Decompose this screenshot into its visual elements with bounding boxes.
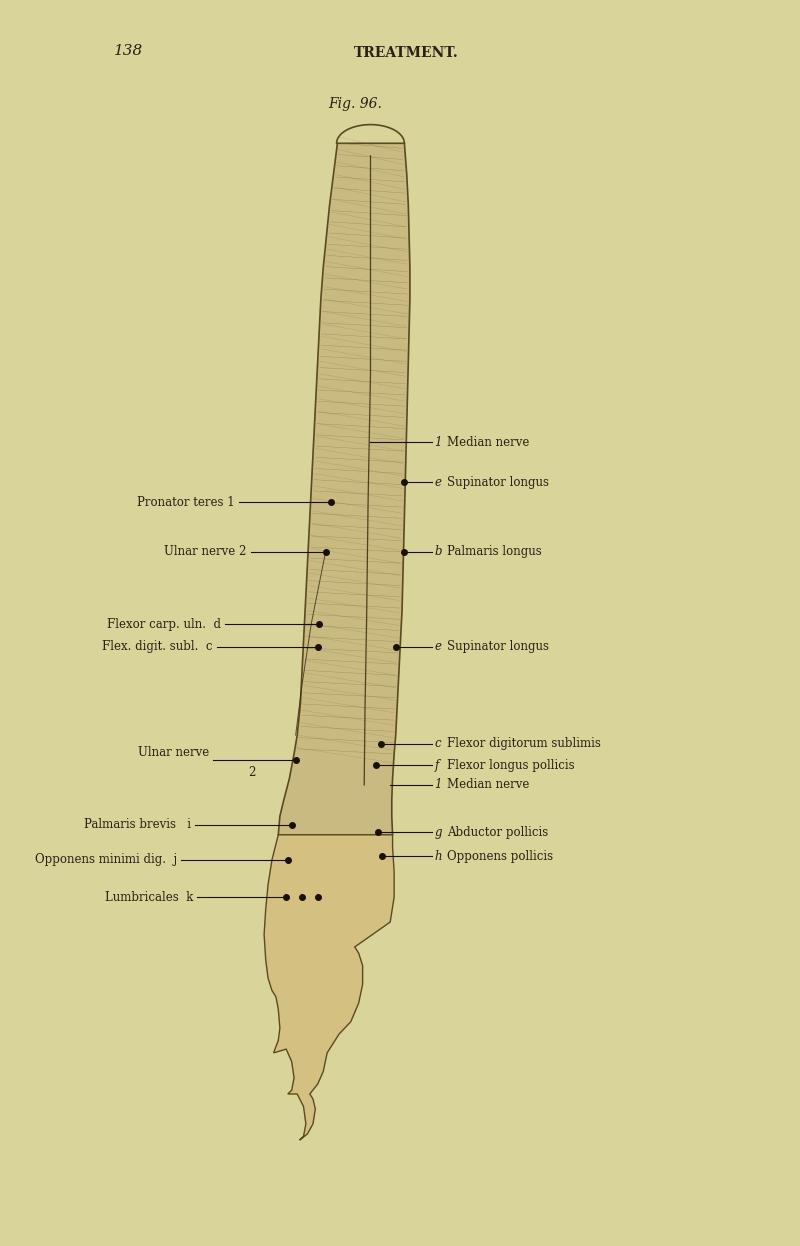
Text: 138: 138: [114, 44, 144, 57]
Text: 1: 1: [434, 436, 442, 449]
Text: b: b: [434, 546, 442, 558]
Text: Pronator teres 1: Pronator teres 1: [138, 496, 235, 508]
Text: e: e: [434, 476, 442, 488]
Text: Ulnar nerve 2: Ulnar nerve 2: [164, 546, 246, 558]
Polygon shape: [264, 835, 394, 1140]
Text: Supinator longus: Supinator longus: [447, 640, 549, 653]
Text: Flexor digitorum sublimis: Flexor digitorum sublimis: [447, 738, 601, 750]
Text: c: c: [434, 738, 441, 750]
Text: 1: 1: [434, 779, 442, 791]
Text: Palmaris brevis   i: Palmaris brevis i: [84, 819, 191, 831]
Text: Opponens pollicis: Opponens pollicis: [447, 850, 553, 862]
Text: Flex. digit. subl.  c: Flex. digit. subl. c: [102, 640, 213, 653]
Polygon shape: [278, 143, 410, 835]
Text: Opponens minimi dig.  j: Opponens minimi dig. j: [35, 854, 178, 866]
Text: Fig. 96.: Fig. 96.: [328, 97, 382, 111]
Text: Median nerve: Median nerve: [447, 436, 530, 449]
Text: Flexor longus pollicis: Flexor longus pollicis: [447, 759, 574, 771]
Text: Lumbricales  k: Lumbricales k: [105, 891, 193, 903]
Text: f: f: [434, 759, 438, 771]
Text: Median nerve: Median nerve: [447, 779, 530, 791]
Text: g: g: [434, 826, 442, 839]
Text: TREATMENT.: TREATMENT.: [354, 46, 458, 60]
Text: Supinator longus: Supinator longus: [447, 476, 549, 488]
Text: e: e: [434, 640, 442, 653]
Text: Abductor pollicis: Abductor pollicis: [447, 826, 548, 839]
Text: 2: 2: [249, 766, 256, 779]
Text: h: h: [434, 850, 442, 862]
Text: Flexor carp. uln.  d: Flexor carp. uln. d: [106, 618, 221, 630]
Text: Ulnar nerve: Ulnar nerve: [138, 746, 209, 759]
Text: Palmaris longus: Palmaris longus: [447, 546, 542, 558]
